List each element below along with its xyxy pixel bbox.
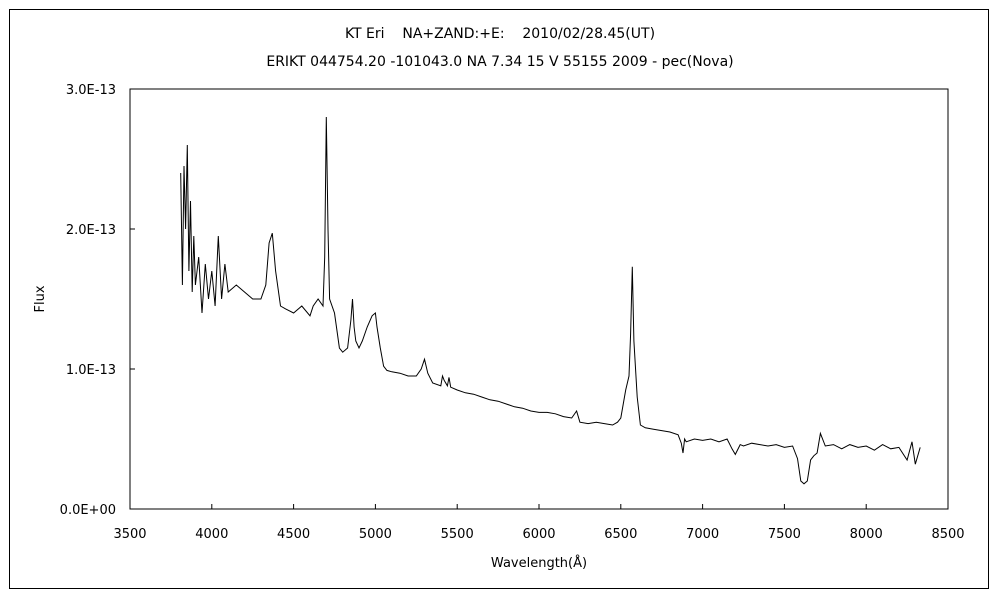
y-tick-label: 1.0E-13	[66, 363, 116, 378]
y-tick-label: 3.0E-13	[66, 83, 116, 98]
chart-title: KT Eri NA+ZAND:+E: 2010/02/28.45(UT)	[344, 26, 656, 42]
x-tick-label: 5000	[359, 527, 392, 542]
spectrum-line	[180, 116, 921, 485]
x-tick-label: 7500	[768, 527, 801, 542]
chart-frame	[9, 9, 989, 589]
y-axis: 0.0E+00 1.0E-13 2.0E-13 3.0E-13	[60, 83, 135, 518]
x-tick-label: 4500	[277, 527, 310, 542]
x-axis-label: Wavelength(Å)	[491, 555, 587, 571]
x-tick-label: 6000	[522, 527, 555, 542]
y-tick-label: 0.0E+00	[60, 503, 116, 518]
series-layer	[180, 116, 921, 485]
x-tick-label: 8000	[850, 527, 883, 542]
y-axis-label: Flux	[33, 285, 48, 312]
x-tick-label: 8500	[931, 527, 964, 542]
y-tick-label: 2.0E-13	[66, 223, 116, 238]
x-tick-label: 7000	[686, 527, 719, 542]
x-tick-label: 5500	[441, 527, 474, 542]
x-tick-label: 3500	[113, 527, 146, 542]
x-tick-label: 4000	[195, 527, 228, 542]
x-tick-label: 6500	[604, 527, 637, 542]
x-axis: 3500 4000 4500 5000 5500 6000 6500 7000 7500 8000…	[113, 504, 965, 542]
chart-subtitle: ERIKT 044754.20 -101043.0 NA 7.34 15 V 5…	[266, 54, 734, 70]
